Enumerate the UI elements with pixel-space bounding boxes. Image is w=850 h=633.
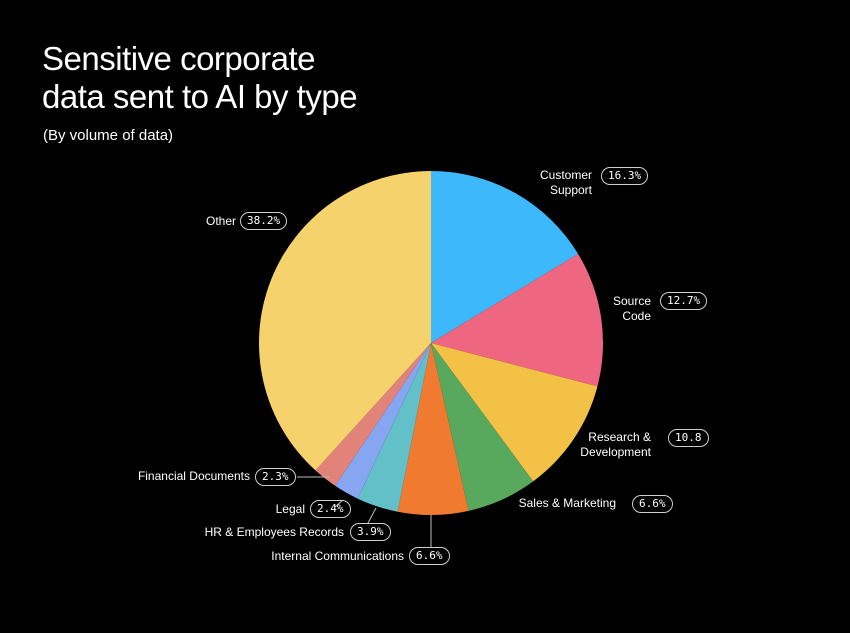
- label-text: Research &: [588, 430, 651, 444]
- label-research-development: Research & Development: [560, 430, 651, 460]
- label-internal-communications: Internal Communications: [271, 549, 404, 563]
- leader-line-hr: [367, 507, 377, 524]
- label-hr-employees-records: HR & Employees Records: [204, 525, 344, 539]
- chart-title: Sensitive corporate data sent to AI by t…: [42, 40, 358, 116]
- value-pill-research-development: 10.8: [668, 429, 709, 447]
- label-source-code: Source Code: [590, 294, 651, 324]
- label-customer-support: Customer Support: [520, 168, 592, 198]
- pie-slice-customer-support: [431, 171, 579, 343]
- leader-lines: [297, 476, 432, 548]
- value-pill-legal: 2.4%: [310, 500, 351, 518]
- label-text: Code: [622, 309, 651, 323]
- value-pill-other: 38.2%: [240, 212, 288, 230]
- pie-slice-sales-marketing: [431, 343, 534, 511]
- value-pill-internal-communications: 6.6%: [409, 547, 450, 565]
- chart-title-line1: Sensitive corporate: [42, 40, 315, 77]
- label-text: Development: [580, 445, 651, 459]
- pie-slices: [259, 171, 603, 515]
- label-financial-documents: Financial Documents: [137, 469, 250, 483]
- pie-slice-source-code: [431, 253, 603, 387]
- value-pill-financial-documents: 2.3%: [255, 468, 296, 486]
- label-legal: Legal: [275, 502, 305, 516]
- pie-slice-research-development: [431, 343, 598, 482]
- value-pill-customer-support: 16.3%: [601, 167, 649, 185]
- label-other: Other: [205, 214, 236, 228]
- value-pill-source-code: 12.7%: [660, 292, 708, 310]
- label-text: Support: [549, 183, 592, 197]
- label-sales-marketing: Sales & Marketing: [518, 496, 616, 510]
- label-text: Customer: [539, 168, 592, 182]
- value-pill-hr-employees-records: 3.9%: [350, 523, 391, 541]
- pie-slice-other: [259, 171, 431, 471]
- pie-slice-hr-employees-records: [357, 343, 431, 512]
- label-text: Source: [612, 294, 651, 308]
- value-pill-sales-marketing: 6.6%: [632, 495, 673, 513]
- chart-title-line2: data sent to AI by type: [42, 78, 358, 115]
- pie-slice-financial-documents: [315, 343, 431, 486]
- chart-subtitle: (By volume of data): [43, 127, 174, 144]
- pie-slice-legal: [335, 343, 431, 499]
- pie-slice-internal-communications: [397, 343, 469, 515]
